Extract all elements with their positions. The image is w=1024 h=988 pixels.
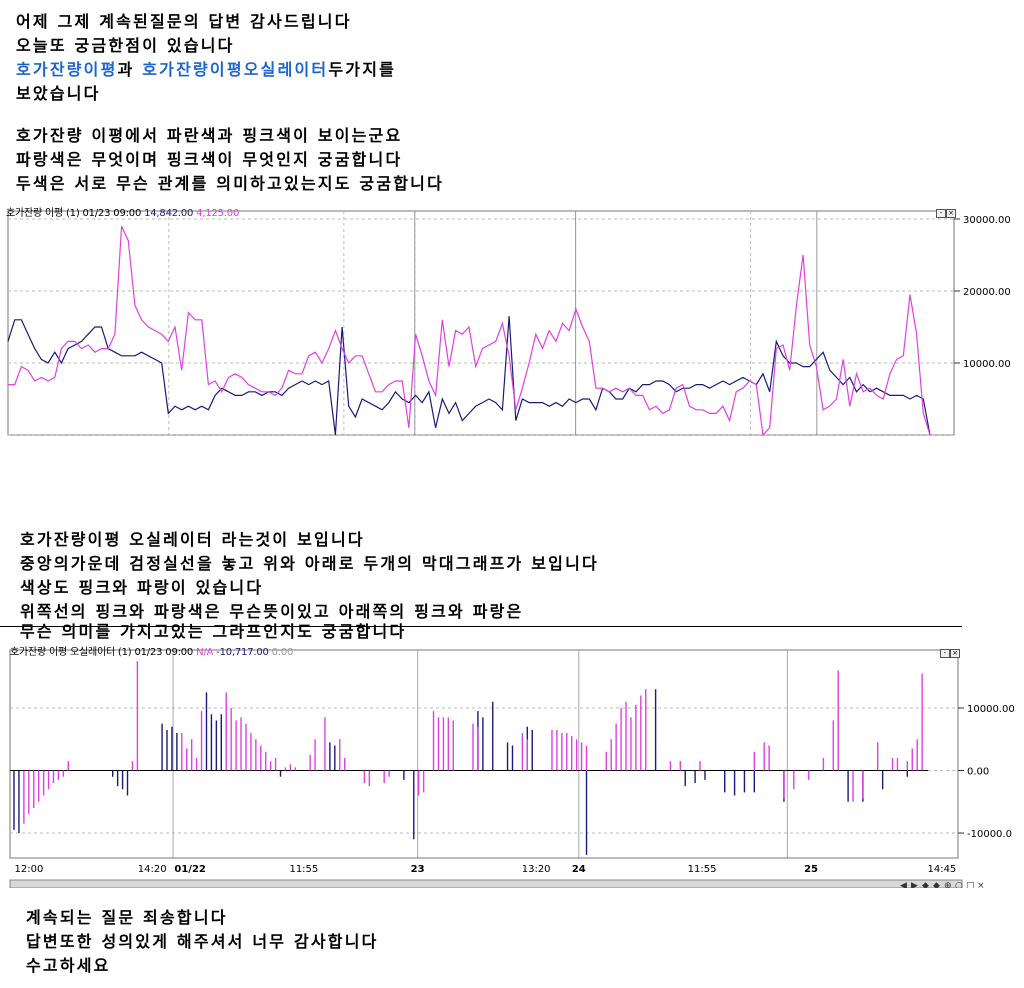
- intro-line-1: 어제 그제 계속된질문의 답변 감사드립니다: [16, 12, 352, 31]
- oscillator-legend-na: N/A: [196, 647, 214, 658]
- scrollbar: [9, 879, 963, 889]
- scroll-control-icon[interactable]: ◆: [933, 881, 940, 891]
- y-tick-label: 20000.00: [963, 287, 1011, 298]
- middle-line-3: 색상도 핑크와 파랑이 있습니다: [20, 578, 264, 597]
- minimize-icon[interactable]: -: [940, 649, 950, 658]
- plot-area: [7, 210, 955, 436]
- outro-line-3: 수고하세요: [26, 956, 111, 975]
- scroll-control-icon[interactable]: ▶: [911, 881, 918, 891]
- outro-line-1: 계속되는 질문 죄송합니다: [26, 908, 228, 927]
- intro-line-3-end: 두가지를: [328, 60, 397, 79]
- close-icon[interactable]: ×: [946, 209, 956, 218]
- scroll-control-icon[interactable]: ◆: [922, 881, 929, 891]
- question-line-1: 호가잔량 이평에서 파란색과 핑크색이 보이는군요: [16, 126, 403, 145]
- y-tick-label: 30000.00: [963, 215, 1011, 226]
- x-tick-label: 23: [411, 864, 425, 875]
- middle-line-4: 위쪽선의 핑크와 파랑색은 무슨뜻이있고 아래쪽의 핑크와 파랑은: [20, 602, 524, 621]
- y-tick-label: -10000.0: [967, 829, 1012, 840]
- middle-line-1: 호가잔량이평 오실레이터 라는것이 보입니다: [20, 530, 365, 549]
- oscillator-chart: 10000.00 0.00 -10000.0 12:00 14:20 01/22 11:55…: [9, 649, 1015, 891]
- scroll-control-icon[interactable]: □: [966, 881, 975, 891]
- oscillator-legend-value: -10,717.00: [216, 647, 269, 658]
- legend-value-blue: 14,842.00: [144, 208, 194, 219]
- x-tick-label: 24: [572, 864, 586, 875]
- intro-line-3: 호가잔량이평과 호가잔량이평오실레이터두가지를: [16, 58, 396, 82]
- intro-line-2: 오늘또 궁금한점이 있습니다: [16, 36, 235, 55]
- x-tick-label: 12:00: [15, 864, 44, 875]
- x-tick-label: 14:45: [927, 864, 956, 875]
- line-chart-title: 호가잔량 이평 (1) 01/23 09:00: [6, 208, 142, 219]
- x-tick-label: 13:20: [522, 864, 551, 875]
- oscillator-title: 호가잔량 이평 오실레이터 (1) 01/23 09:00: [10, 647, 194, 658]
- y-tick-label: 0.00: [967, 767, 989, 778]
- outro-line-2: 답변또한 성의있게 해주셔서 너무 감사합니다: [26, 932, 379, 951]
- link-hoga-ipyeong[interactable]: 호가잔량이평: [16, 60, 118, 79]
- line-chart-title-row: 호가잔량 이평 (1) 01/23 09:00 14,842.00 4,125.…: [6, 208, 239, 220]
- x-tick-label: 01/22: [174, 864, 206, 875]
- line-chart: 30000.00 20000.00 10000.00: [7, 210, 1011, 437]
- close-icon[interactable]: ×: [950, 649, 960, 658]
- y-tick-label: 10000.00: [963, 359, 1011, 370]
- pink-line-series: [8, 225, 931, 437]
- scroll-control-icon[interactable]: ◀: [900, 881, 907, 891]
- x-tick-label: 14:20: [138, 864, 167, 875]
- oscillator-legend-zero: 0.00: [271, 647, 294, 658]
- question-line-2: 파랑색은 무엇이며 핑크색이 무엇인지 궁굼합니다: [16, 150, 403, 169]
- oscillator-title-row: 호가잔량 이평 오실레이터 (1) 01/23 09:00 N/A -10,71…: [10, 647, 293, 659]
- x-tick-label: 11:55: [688, 864, 717, 875]
- legend-value-pink: 4,125.00: [196, 208, 240, 219]
- intro-line-3-mid: 과: [117, 60, 143, 79]
- blue-line-series: [7, 316, 931, 436]
- scroll-control-icon[interactable]: ○: [955, 881, 963, 891]
- scroll-control-icon[interactable]: ⊕: [944, 881, 952, 891]
- oscillator-chart-panel: 10000.00 0.00 -10000.0 12:00 14:20 01/22 11:55…: [4, 646, 1020, 891]
- plot-area: [9, 649, 959, 859]
- middle-line-5: 무슨 의미를 가지고있는 그라프인지도 궁굼합니다: [20, 622, 407, 641]
- intro-line-4: 보았습니다: [16, 84, 101, 103]
- x-tick-label: 11:55: [289, 864, 318, 875]
- scroll-control-icon[interactable]: ×: [977, 881, 985, 891]
- link-hoga-oscillator[interactable]: 호가잔량이평오실레이터: [142, 60, 329, 79]
- minimize-icon[interactable]: -: [936, 209, 946, 218]
- line-chart-panel: 30000.00 20000.00 10000.00 호가잔량 이평 (1) 01/…: [4, 207, 1018, 439]
- middle-line-2: 중앙의가운데 검정실선을 놓고 위와 아래로 두개의 막대그래프가 보입니다: [20, 554, 599, 573]
- divider-line: [0, 626, 962, 627]
- question-line-3: 두색은 서로 무슨 관계를 의미하고있는지도 궁굼합니다: [16, 174, 445, 193]
- x-tick-label: 25: [804, 864, 818, 875]
- y-tick-label: 10000.00: [967, 704, 1015, 715]
